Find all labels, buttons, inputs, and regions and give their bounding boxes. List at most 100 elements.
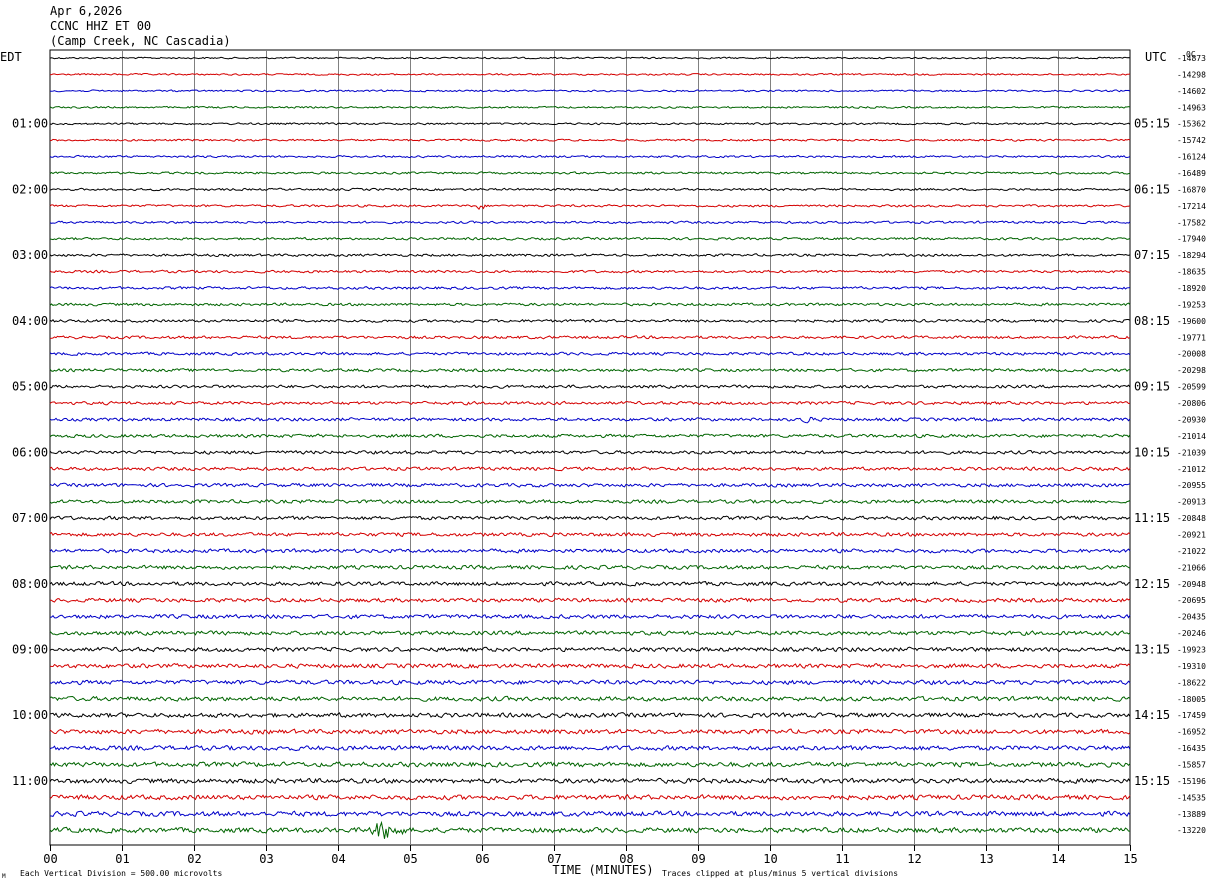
trace-offset-label: -17582	[1177, 218, 1206, 227]
seismic-trace-27	[49, 499, 1131, 505]
trace-offset-label: -16489	[1177, 169, 1206, 178]
seismic-trace-38	[49, 679, 1131, 686]
x-tick-label: 00	[43, 852, 57, 866]
seismic-trace-18	[49, 351, 1131, 356]
trace-offset-label: -20955	[1177, 481, 1206, 490]
trace-offset-label: -21039	[1177, 448, 1206, 457]
edt-time-label: 04:00	[12, 314, 48, 328]
seismic-trace-17	[49, 335, 1131, 340]
trace-offset-label: -17459	[1177, 711, 1206, 720]
x-tick-label: 15	[1123, 852, 1137, 866]
seismic-trace-30	[49, 548, 1131, 554]
plot-date: Apr 6,2026	[50, 4, 123, 18]
seismic-trace-10	[49, 220, 1131, 225]
x-tick-label: 05	[403, 852, 417, 866]
x-tick-label: 11	[835, 852, 849, 866]
seismic-trace-26	[49, 482, 1131, 488]
trace-offset-label: -20806	[1177, 399, 1206, 408]
x-tick-label: 07	[547, 852, 561, 866]
seismic-trace-34	[49, 613, 1131, 620]
trace-offset-label: -18294	[1177, 251, 1206, 260]
trace-offset-label: -13889	[1177, 810, 1206, 819]
x-tick-label: 13	[979, 852, 993, 866]
scale-footer: Each Vertical Division = 500.00 microvol…	[20, 869, 222, 878]
trace-offset-label: -14535	[1177, 793, 1206, 802]
seismic-trace-19	[49, 367, 1131, 373]
trace-offset-label: -21022	[1177, 547, 1206, 556]
clip-footer: Traces clipped at plus/minus 5 vertical …	[662, 869, 898, 878]
edt-time-label: 08:00	[12, 577, 48, 591]
seismic-trace-28	[49, 515, 1131, 521]
seismic-trace-45	[49, 794, 1131, 801]
x-tick-label: 03	[259, 852, 273, 866]
trace-offset-label: -20948	[1177, 580, 1206, 589]
trace-offset-label: -20695	[1177, 596, 1206, 605]
seismic-trace-9	[49, 204, 1131, 211]
trace-offset-label: -20921	[1177, 530, 1206, 539]
footer-mark: M	[2, 873, 6, 880]
seismic-trace-44	[49, 777, 1131, 785]
trace-offset-label: -15742	[1177, 136, 1206, 145]
seismic-trace-5	[49, 138, 1131, 142]
seismic-trace-33	[50, 597, 1131, 603]
trace-offset-label: -13220	[1177, 826, 1206, 835]
station-name: CCNC HHZ ET 00	[50, 19, 152, 33]
x-tick-label: 09	[691, 852, 705, 866]
trace-offset-label: -15857	[1177, 760, 1206, 769]
trace-offset-label: -20298	[1177, 366, 1206, 375]
seismic-trace-43	[49, 761, 1131, 768]
seismic-trace-13	[49, 269, 1131, 274]
trace-offset-label: -15196	[1177, 777, 1206, 786]
seismic-trace-23	[49, 433, 1131, 439]
seismic-trace-1	[49, 72, 1131, 76]
seismic-trace-15	[49, 302, 1131, 307]
trace-offset-label: -20848	[1177, 514, 1206, 523]
edt-time-label: 10:00	[12, 708, 48, 722]
seismic-trace-39	[49, 695, 1131, 702]
utc-time-label: 09:15	[1134, 380, 1170, 394]
seismic-trace-41	[49, 728, 1131, 735]
trace-offset-label: -18635	[1177, 268, 1206, 277]
trace-offset-label: -18622	[1177, 678, 1206, 687]
seismic-trace-20	[49, 384, 1131, 389]
utc-time-label: 15:15	[1134, 774, 1170, 788]
station-location: (Camp Creek, NC Cascadia)	[50, 34, 231, 48]
utc-time-label: 12:15	[1134, 577, 1170, 591]
seismic-trace-42	[49, 744, 1131, 752]
edt-time-label: 09:00	[12, 642, 48, 656]
right-timezone-label: UTC	[1145, 50, 1167, 64]
trace-offset-label: -20930	[1177, 415, 1206, 424]
trace-offset-label: -17940	[1177, 235, 1206, 244]
edt-time-label: 07:00	[12, 511, 48, 525]
edt-time-label: 01:00	[12, 117, 48, 131]
seismic-trace-35	[49, 630, 1131, 636]
seismic-trace-40	[49, 712, 1131, 719]
trace-offset-label: -19923	[1177, 645, 1206, 654]
trace-offset-label: -14602	[1177, 87, 1206, 96]
utc-time-label: 11:15	[1134, 511, 1170, 525]
trace-offset-label: -20008	[1177, 350, 1206, 359]
trace-offset-label: -16435	[1177, 744, 1206, 753]
edt-time-label: 03:00	[12, 248, 48, 262]
x-tick-label: 02	[187, 852, 201, 866]
seismic-trace-8	[49, 187, 1131, 192]
trace-offset-label: -20246	[1177, 629, 1206, 638]
trace-offset-label: -20435	[1177, 613, 1206, 622]
seismic-trace-29	[49, 531, 1131, 538]
seismic-trace-46	[49, 810, 1131, 818]
utc-time-label: 07:15	[1134, 248, 1170, 262]
trace-offset-label: -15362	[1177, 120, 1206, 129]
seismic-trace-16	[49, 318, 1131, 323]
seismic-trace-31	[49, 564, 1131, 571]
trace-offset-label: -19310	[1177, 662, 1206, 671]
trace-offset-label: -21012	[1177, 465, 1206, 474]
seismic-trace-22	[49, 416, 1131, 424]
seismic-trace-37	[49, 662, 1131, 669]
seismic-trace-14	[49, 286, 1131, 291]
utc-time-label: 05:15	[1134, 117, 1170, 131]
seismic-trace-12	[49, 253, 1131, 258]
edt-time-label: 11:00	[12, 774, 48, 788]
edt-time-label: 05:00	[12, 380, 48, 394]
seismic-trace-36	[49, 646, 1131, 653]
